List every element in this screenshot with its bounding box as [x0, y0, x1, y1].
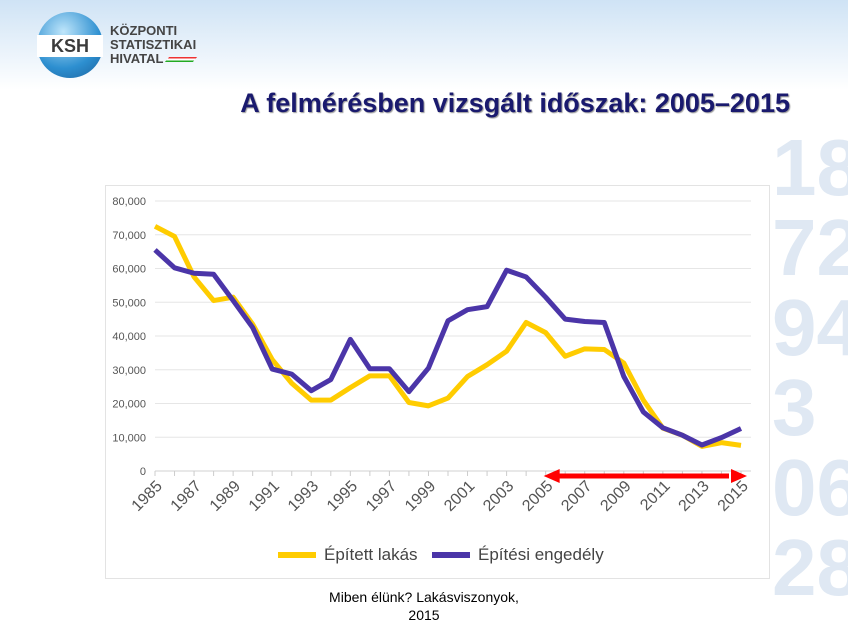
legend-item-built: Épített lakás — [278, 545, 418, 565]
y-tick-label: 10,000 — [112, 432, 146, 444]
x-tick-label: 1987 — [168, 478, 205, 515]
x-tick-label: 1995 — [324, 478, 361, 515]
header-background — [0, 0, 848, 90]
x-tick-label: 2003 — [480, 478, 517, 515]
legend-swatch — [278, 552, 316, 558]
y-tick-label: 20,000 — [112, 399, 146, 411]
y-tick-label: 50,000 — [112, 297, 146, 309]
caption: Miben élünk? Lakásviszonyok, 2015 — [0, 588, 848, 624]
y-tick-label: 30,000 — [112, 365, 146, 377]
legend-label: Épített lakás — [324, 545, 418, 564]
caption-line: Miben élünk? Lakásviszonyok, — [329, 589, 519, 605]
x-tick-label: 2015 — [715, 478, 752, 515]
x-tick-label: 1997 — [363, 478, 400, 515]
background-numbers-decoration: 18 72 94 3 06 28 — [772, 123, 848, 612]
legend-swatch — [432, 552, 470, 558]
x-tick-label: 1991 — [246, 478, 283, 515]
page-title: A felmérésben vizsgált időszak: 2005–201… — [240, 88, 790, 118]
arrow-left-icon — [543, 469, 560, 483]
arrow-right-icon — [731, 469, 747, 483]
x-tick-label: 1999 — [402, 478, 439, 515]
x-tick-label: 2001 — [441, 478, 478, 515]
y-tick-label: 60,000 — [112, 264, 146, 276]
y-tick-label: 0 — [140, 466, 146, 478]
x-tick-label: 2005 — [519, 478, 556, 515]
chart-frame — [105, 185, 770, 579]
legend-label: Építési engedély — [478, 545, 604, 564]
logo-text: KÖZPONTI STATISZTIKAI HIVATAL — [110, 23, 198, 66]
x-tick-label: 2011 — [637, 478, 673, 514]
logo-line: STATISZTIKAI — [110, 37, 197, 52]
logo-line: HIVATAL — [110, 51, 164, 66]
x-tick-label: 2007 — [558, 478, 595, 515]
y-tick-label: 70,000 — [112, 230, 146, 242]
y-tick-label: 40,000 — [112, 331, 146, 343]
y-tick-label: 80,000 — [112, 196, 146, 208]
logo-abbr: KSH — [50, 36, 89, 56]
legend-item-permits: Építési engedély — [432, 545, 604, 565]
x-tick-label: 1993 — [285, 478, 322, 515]
ksh-logo: KSH — [37, 12, 103, 78]
logo-line: KÖZPONTI — [110, 23, 178, 38]
x-tick-label: 1985 — [129, 478, 166, 515]
x-tick-label: 1989 — [207, 478, 244, 515]
x-tick-label: 2013 — [676, 478, 713, 515]
series-line-permits — [153, 248, 743, 448]
x-tick-label: 2009 — [597, 478, 634, 515]
caption-line: 2015 — [408, 607, 440, 623]
